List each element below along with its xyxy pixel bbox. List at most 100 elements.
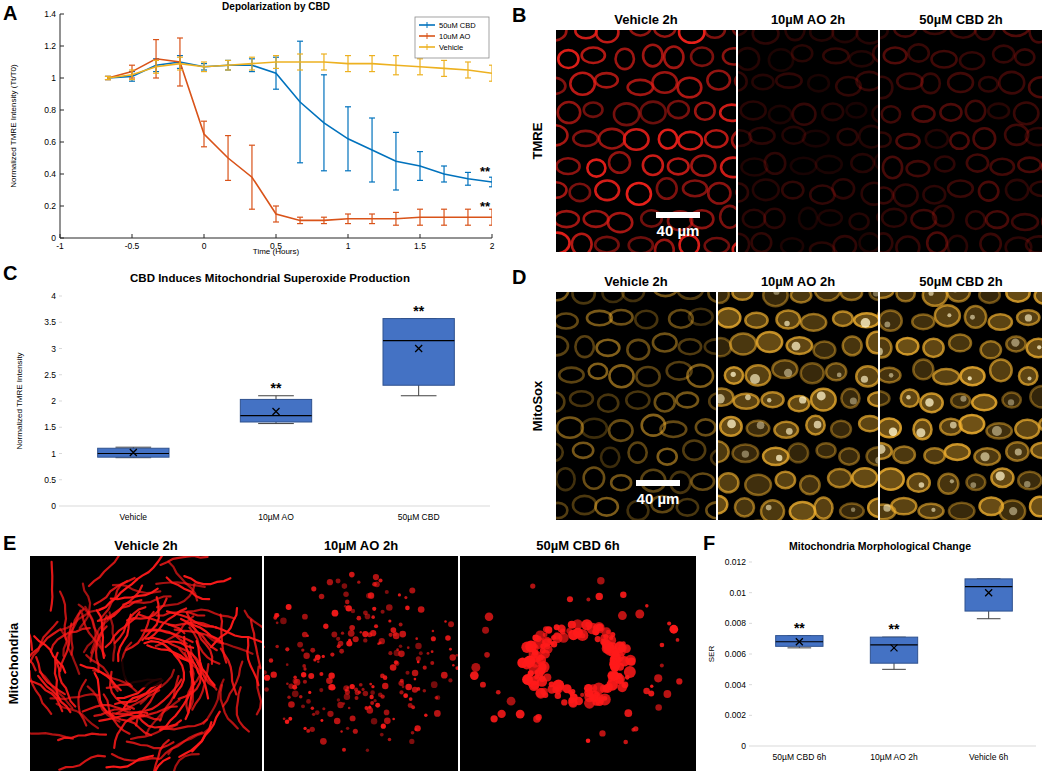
cell-stain [856,366,878,386]
y-tick [59,427,62,428]
mitochondria-fragment [343,685,349,691]
cell-stain [880,419,901,438]
bright-spot [925,398,933,406]
mitochondria-network [143,758,170,771]
cell-stain [880,443,892,459]
y-tick-label: 1.4 [44,9,56,19]
legend: 50uM CBD10uM AOVehicle [415,17,489,58]
cell-stain [629,237,653,252]
cell-stain [948,73,973,92]
cell-stain [860,233,878,252]
error-bar-cap [225,69,231,70]
cell-stain [652,72,677,93]
cell-stain [776,310,800,328]
mitochondria-fragment [415,637,418,640]
cell-stain [595,237,619,252]
mitochondria-fragment [354,688,358,692]
mitochondria-fragment [384,710,390,716]
bright-spot [947,313,951,317]
cell-stain [790,502,815,520]
mitochondria-fragment [414,728,417,731]
error-bar-cap [441,76,447,77]
mitochondria-fragment [595,636,601,642]
cell-stain [570,184,590,201]
error-bar-cap [105,76,111,77]
cell-stain [868,392,878,406]
cell-stain [880,292,894,298]
cell-stain [616,49,634,69]
mitochondria-fragment [399,631,406,638]
x-tick-label: 50µM CBD [398,512,440,522]
mitochondria-fragment [370,630,376,636]
mitochondria-fragment [409,697,413,701]
bright-spot [776,455,782,461]
significance: ** [794,620,805,636]
median [965,586,1012,587]
mitochondria-network [179,722,211,757]
mitochondria-fragment [625,655,636,666]
image-title: 10µM AO 2h [761,274,835,289]
error-bar-cap [489,65,492,66]
y-tick [59,296,62,297]
x-tick [60,234,61,238]
mitochondria-network [60,592,66,640]
mitochondria-fragment [370,690,375,695]
legend-swatch [427,22,428,28]
cell-stain [833,311,853,326]
error-bar-cap [201,71,207,72]
cell-stain [843,336,862,355]
cell-stain [608,213,632,232]
mitochondria-network [161,556,208,565]
y-tick-label: 0.01 [729,588,746,598]
mitochondria-network [184,576,230,584]
mitochondria-fragment [269,658,273,662]
row-label: TMRE [530,122,545,159]
cell-stain [678,132,702,150]
median [240,415,311,416]
mitochondria-fragment [610,659,616,665]
error-bar-cap [273,68,279,69]
bright-spot [757,421,765,429]
mitochondria-fragment [390,627,396,633]
micrograph [738,30,878,252]
cell-stain [1030,30,1042,42]
mitochondria-fragment [599,694,611,706]
error-bar-cap [417,74,423,75]
mitochondria-fragment [398,593,401,596]
mitochondria-network [154,740,169,771]
cell-stain [733,242,736,252]
bright-spot [850,398,857,405]
mitochondria-fragment [381,610,385,614]
cell-stain [873,105,878,123]
panel-letter: E [3,532,16,554]
cell-stain [558,102,581,123]
bright-spot [952,292,958,293]
cell-stain [852,468,877,487]
mitochondria-fragment [444,620,447,623]
whisker-cap [788,647,812,648]
cell-stain [720,417,741,436]
x-tick [132,234,133,238]
mitochondria-fragment [328,672,334,678]
mitochondria-network [146,630,193,642]
mean-marker [891,644,898,651]
error-bar-cap [321,217,327,218]
cell-stain [831,421,851,438]
bright-spot [1015,448,1022,455]
bright-spot [851,507,855,511]
cell-stain [772,360,797,378]
mitochondria-fragment [366,593,371,598]
cell-stain [923,186,945,203]
error-bar-cap [297,53,303,54]
mitochondria-fragment [412,670,419,677]
cell-stain [718,292,729,303]
bright-spot [718,292,719,294]
mitochondria-fragment [378,693,383,698]
y-tick [59,374,62,375]
cell-stain [788,444,808,463]
cell-stain [1006,336,1025,351]
cell-stain [882,106,900,122]
cell-stain [668,101,689,118]
cell-stain [733,445,759,462]
mitochondria-fragment [283,717,286,720]
